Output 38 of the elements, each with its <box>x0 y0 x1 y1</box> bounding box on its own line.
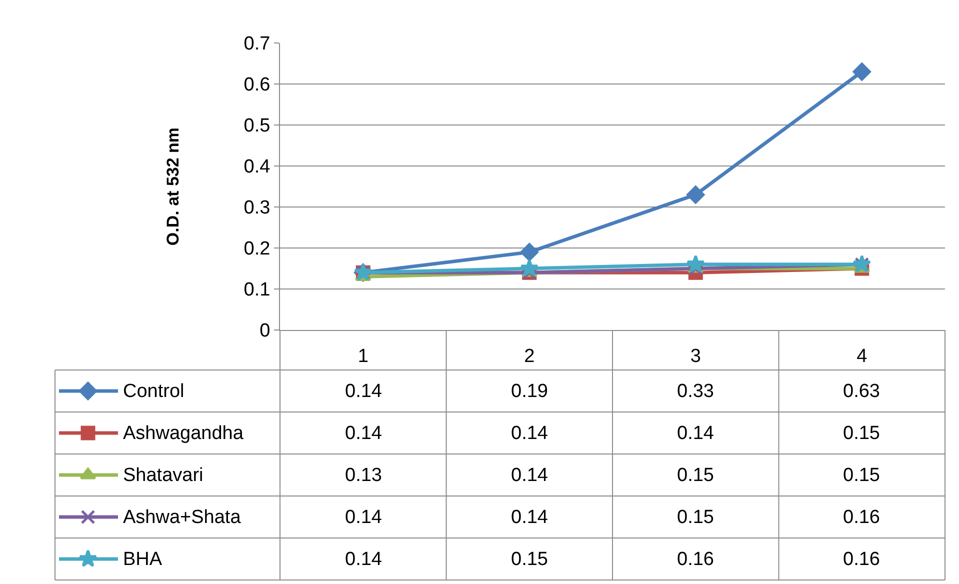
data-label: 0.14 <box>677 423 714 444</box>
x-tick-label: 3 <box>690 346 701 367</box>
legend-label: Ashwagandha <box>123 423 244 444</box>
data-label: 0.14 <box>345 549 382 570</box>
data-label: 0.15 <box>511 549 548 570</box>
data-label: 0.16 <box>843 507 880 528</box>
data-label: 0.15 <box>843 423 880 444</box>
x-tick-label: 4 <box>856 346 868 367</box>
y-tick-label: 0.7 <box>244 34 270 55</box>
y-tick-label: 0.5 <box>244 116 270 137</box>
y-tick-label: 0.6 <box>244 74 270 96</box>
data-label: 0.15 <box>843 465 880 486</box>
y-tick-label: 0.1 <box>244 280 270 301</box>
data-label: 0.14 <box>511 423 548 444</box>
y-tick-label: 0.3 <box>244 198 270 219</box>
data-label: 0.14 <box>345 507 382 528</box>
data-label: 0.19 <box>511 381 548 402</box>
data-label: 0.16 <box>843 549 880 570</box>
y-tick-label: 0 <box>260 320 270 342</box>
data-label: 0.14 <box>511 465 548 486</box>
data-label: 0.33 <box>677 381 714 402</box>
data-label: 0.14 <box>345 381 382 402</box>
legend-label: Control <box>123 381 184 402</box>
legend-label: Ashwa+Shata <box>123 507 242 528</box>
legend-label: Shatavari <box>123 465 204 486</box>
data-label: 0.16 <box>677 549 714 570</box>
y-tick-label: 0.4 <box>244 156 271 178</box>
y-axis-title: O.D. at 532 nm <box>163 127 182 246</box>
data-label: 0.14 <box>345 423 382 444</box>
x-tick-label: 1 <box>358 346 368 367</box>
x-tick-label: 2 <box>524 346 535 367</box>
data-label: 0.15 <box>677 465 714 486</box>
y-tick-label: 0.2 <box>244 238 270 260</box>
data-label: 0.15 <box>677 507 714 528</box>
data-label: 0.63 <box>843 381 880 402</box>
legend-label: BHA <box>123 549 162 570</box>
data-label: 0.14 <box>511 507 548 528</box>
data-label: 0.13 <box>345 465 382 486</box>
